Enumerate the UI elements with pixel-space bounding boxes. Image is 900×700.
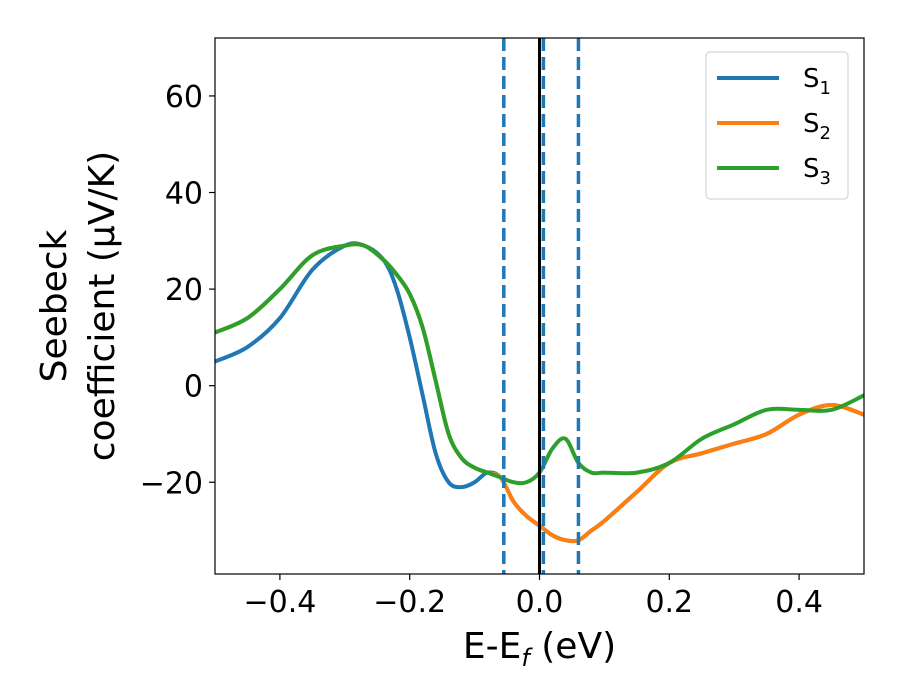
y-axis-label-line2: coefficient (μV/K) — [82, 151, 123, 461]
x-tick-label: 0.0 — [516, 585, 564, 620]
x-tick-label: 0.4 — [775, 585, 823, 620]
legend-box — [705, 51, 849, 200]
legend-label-s2: S2 — [803, 109, 831, 144]
series-line-s3 — [215, 242, 864, 486]
y-axis-label-line1: Seebeck — [34, 229, 75, 382]
y-tick-label: 60 — [165, 80, 203, 115]
x-ticks: −0.4 −0.2 0.0 0.2 0.4 — [243, 574, 823, 620]
legend-label-s3: S3 — [803, 154, 831, 189]
y-tick-label: 20 — [165, 273, 203, 308]
legend: S1 S2 S3 — [705, 51, 849, 200]
legend-label-s1: S1 — [803, 64, 831, 99]
x-tick-label: −0.4 — [243, 585, 316, 620]
y-ticks: −20 0 20 40 60 — [140, 80, 215, 501]
x-axis-label: E-Ef (eV) — [463, 626, 616, 672]
series-layer — [215, 241, 864, 544]
vline-layer — [502, 38, 581, 574]
y-tick-label: 40 — [165, 177, 203, 212]
x-tick-label: 0.2 — [645, 585, 693, 620]
x-tick-label: −0.2 — [373, 585, 446, 620]
y-tick-label: −20 — [140, 466, 203, 501]
y-axis-label: Seebeck coefficient (μV/K) — [34, 151, 123, 461]
y-tick-label: 0 — [184, 370, 203, 405]
